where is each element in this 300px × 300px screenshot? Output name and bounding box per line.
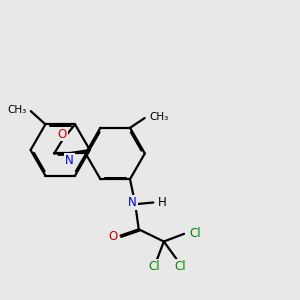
Text: N: N xyxy=(65,154,74,166)
Text: Cl: Cl xyxy=(148,260,160,273)
Text: Cl: Cl xyxy=(175,260,186,273)
Text: CH₃: CH₃ xyxy=(149,112,169,122)
Text: Cl: Cl xyxy=(189,226,200,240)
Text: O: O xyxy=(108,230,117,243)
Text: CH₃: CH₃ xyxy=(7,105,27,116)
Text: H: H xyxy=(158,196,167,209)
Text: N: N xyxy=(128,196,137,209)
Text: O: O xyxy=(58,128,67,140)
